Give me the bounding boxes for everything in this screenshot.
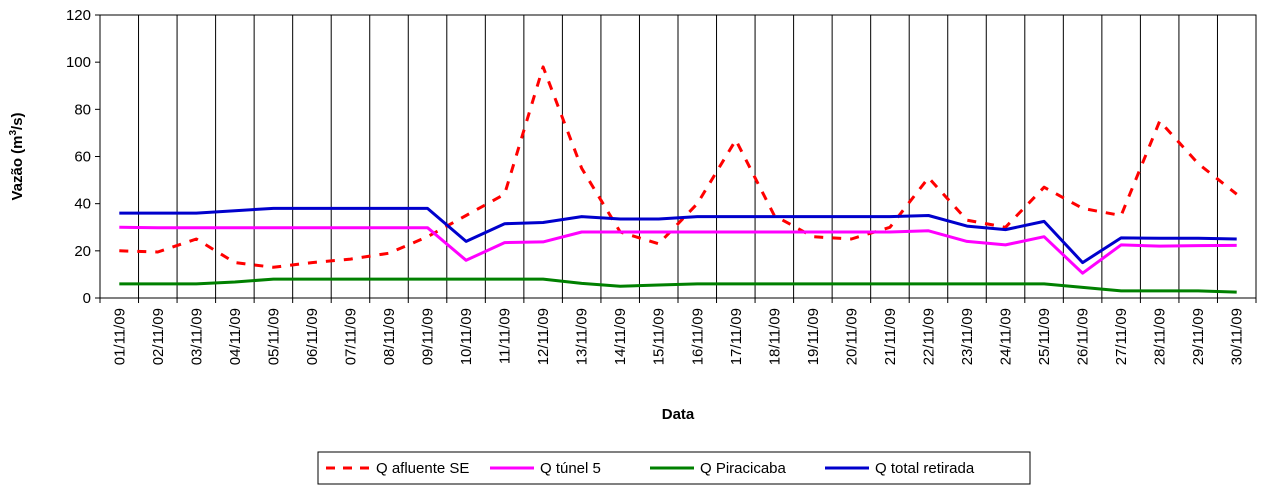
x-tick-label: 27/11/09 bbox=[1113, 308, 1130, 365]
x-tick-label: 29/11/09 bbox=[1190, 308, 1207, 365]
x-tick-label: 04/11/09 bbox=[227, 308, 244, 365]
x-tick-label: 18/11/09 bbox=[766, 308, 783, 365]
x-tick-label: 12/11/09 bbox=[535, 308, 552, 365]
label-layer: 0 20 40 60 80 100 120 01/11/09 02/11/09 03/11/09 0… bbox=[66, 7, 1246, 365]
x-tick-label: 21/11/09 bbox=[882, 308, 899, 365]
y-axis-title: Vazão (m3/s) bbox=[8, 112, 26, 200]
x-tick-label: 07/11/09 bbox=[342, 308, 359, 365]
x-tick-label: 11/11/09 bbox=[497, 308, 514, 364]
y-tick-label: 40 bbox=[74, 196, 91, 213]
x-tick-label: 06/11/09 bbox=[304, 308, 321, 365]
x-tick-label: 28/11/09 bbox=[1152, 308, 1169, 365]
x-tick-label: 08/11/09 bbox=[381, 308, 398, 365]
legend-label-3: Q Piracicaba bbox=[700, 460, 787, 477]
x-tick-label: 13/11/09 bbox=[574, 308, 591, 365]
grid-layer bbox=[139, 15, 1218, 298]
x-tick-label: 10/11/09 bbox=[458, 308, 475, 365]
y-axis-title-main: Vazão (m bbox=[9, 136, 26, 201]
y-tick-label: 0 bbox=[83, 290, 91, 307]
x-tick-label: 03/11/09 bbox=[188, 308, 205, 365]
x-tick-label: 17/11/09 bbox=[728, 308, 745, 365]
x-tick-label: 05/11/09 bbox=[265, 308, 282, 365]
y-tick-label: 20 bbox=[74, 243, 91, 260]
legend-label-2: Q túnel 5 bbox=[540, 460, 601, 477]
y-tick-label: 80 bbox=[74, 101, 91, 118]
x-tick-label: 25/11/09 bbox=[1036, 308, 1053, 365]
y-tick-label: 60 bbox=[74, 149, 91, 166]
y-tick-label: 120 bbox=[66, 7, 91, 24]
x-tick-label: 26/11/09 bbox=[1075, 308, 1092, 365]
x-tick-label: 02/11/09 bbox=[150, 308, 167, 365]
y-axis-title-end: /s) bbox=[9, 112, 26, 130]
x-tick-label: 15/11/09 bbox=[651, 308, 668, 365]
legend-label-1: Q afluente SE bbox=[376, 460, 469, 477]
x-tick-label: 14/11/09 bbox=[612, 308, 629, 365]
x-tick-label: 30/11/09 bbox=[1229, 308, 1246, 365]
legend-label-4: Q total retirada bbox=[875, 460, 975, 477]
x-tick-label: 09/11/09 bbox=[420, 308, 437, 365]
x-tick-label: 01/11/09 bbox=[111, 308, 128, 365]
y-tick-label: 100 bbox=[66, 54, 91, 71]
x-tick-label: 16/11/09 bbox=[689, 308, 706, 365]
x-tick-label: 20/11/09 bbox=[843, 308, 860, 365]
x-tick-label: 22/11/09 bbox=[920, 308, 937, 365]
x-tick-label: 19/11/09 bbox=[805, 308, 822, 365]
x-tick-label: 23/11/09 bbox=[959, 308, 976, 365]
x-tick-label: 24/11/09 bbox=[998, 308, 1015, 365]
legend: Q afluente SE Q túnel 5 Q Piracicaba Q tota… bbox=[318, 452, 1030, 484]
x-axis-title: Data bbox=[662, 406, 695, 423]
